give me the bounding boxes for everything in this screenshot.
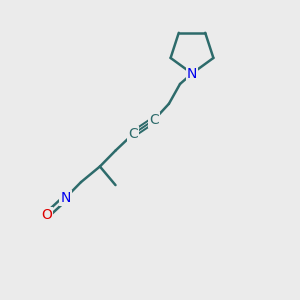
Text: N: N xyxy=(187,67,197,80)
Text: C: C xyxy=(128,127,138,141)
Text: C: C xyxy=(149,113,159,127)
Text: N: N xyxy=(60,191,70,205)
Text: O: O xyxy=(41,208,52,222)
